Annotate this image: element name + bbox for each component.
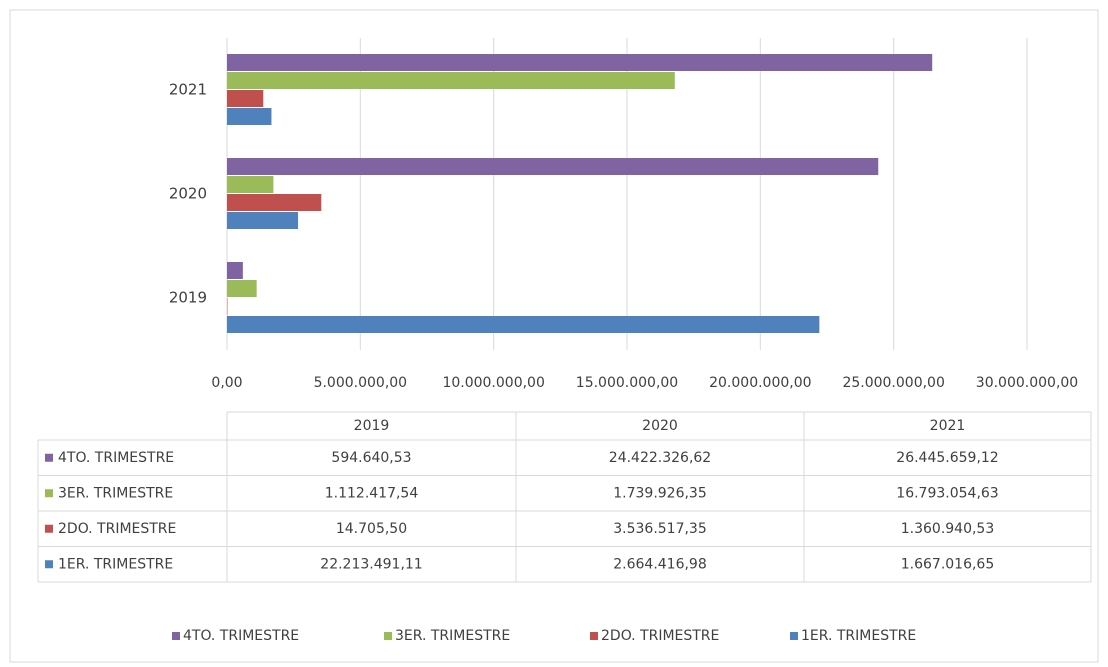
row-label: 4TO. TRIMESTRE — [58, 450, 174, 466]
bar — [227, 54, 932, 71]
legend-label: 1ER. TRIMESTRE — [801, 628, 916, 644]
table-cell: 22.213.491,11 — [320, 556, 422, 572]
legend-label: 2DO. TRIMESTRE — [601, 628, 719, 644]
bar — [227, 316, 819, 333]
legend-key — [45, 525, 53, 533]
table-cell: 1.360.940,53 — [901, 521, 995, 537]
table-cell: 1.739.926,35 — [613, 485, 707, 501]
table-cell: 14.705,50 — [336, 521, 407, 537]
legend-key — [790, 632, 798, 640]
legend-key — [45, 489, 53, 497]
row-label: 2DO. TRIMESTRE — [58, 521, 176, 537]
bar — [227, 212, 298, 229]
x-tick-label: 20.000.000,00 — [709, 375, 811, 391]
y-tick-label: 2020 — [169, 185, 207, 203]
y-tick-label: 2021 — [169, 81, 207, 99]
table-header: 2021 — [930, 418, 966, 434]
legend-label: 4TO. TRIMESTRE — [183, 628, 299, 644]
x-tick-label: 25.000.000,00 — [842, 375, 944, 391]
table-cell: 16.793.054,63 — [896, 485, 998, 501]
x-tick-label: 5.000.000,00 — [314, 375, 408, 391]
table-header: 2020 — [642, 418, 678, 434]
bar — [227, 108, 271, 125]
table-cell: 26.445.659,12 — [896, 450, 998, 466]
table-cell: 24.422.326,62 — [609, 450, 711, 466]
table-cell: 3.536.517,35 — [613, 521, 707, 537]
y-tick-label: 2019 — [169, 289, 207, 307]
bar — [227, 280, 257, 297]
bar — [227, 176, 273, 193]
x-tick-label: 0,00 — [211, 375, 242, 391]
legend-label: 3ER. TRIMESTRE — [395, 628, 510, 644]
legend-key — [172, 632, 180, 640]
table-header: 2019 — [354, 418, 390, 434]
table-cell: 594.640,53 — [331, 450, 411, 466]
legend-key — [45, 560, 53, 568]
row-label: 1ER. TRIMESTRE — [58, 556, 173, 572]
bar — [227, 194, 321, 211]
table-cell: 1.667.016,65 — [901, 556, 995, 572]
bar — [227, 72, 675, 89]
bar — [227, 90, 263, 107]
x-tick-label: 15.000.000,00 — [576, 375, 678, 391]
bar — [227, 262, 243, 279]
legend-key — [590, 632, 598, 640]
row-label: 3ER. TRIMESTRE — [58, 485, 173, 501]
table-cell: 1.112.417,54 — [325, 485, 419, 501]
x-tick-label: 10.000.000,00 — [442, 375, 544, 391]
x-tick-label: 30.000.000,00 — [976, 375, 1078, 391]
bar — [227, 158, 878, 175]
table-cell: 2.664.416,98 — [613, 556, 707, 572]
legend-key — [45, 454, 53, 462]
legend-key — [384, 632, 392, 640]
